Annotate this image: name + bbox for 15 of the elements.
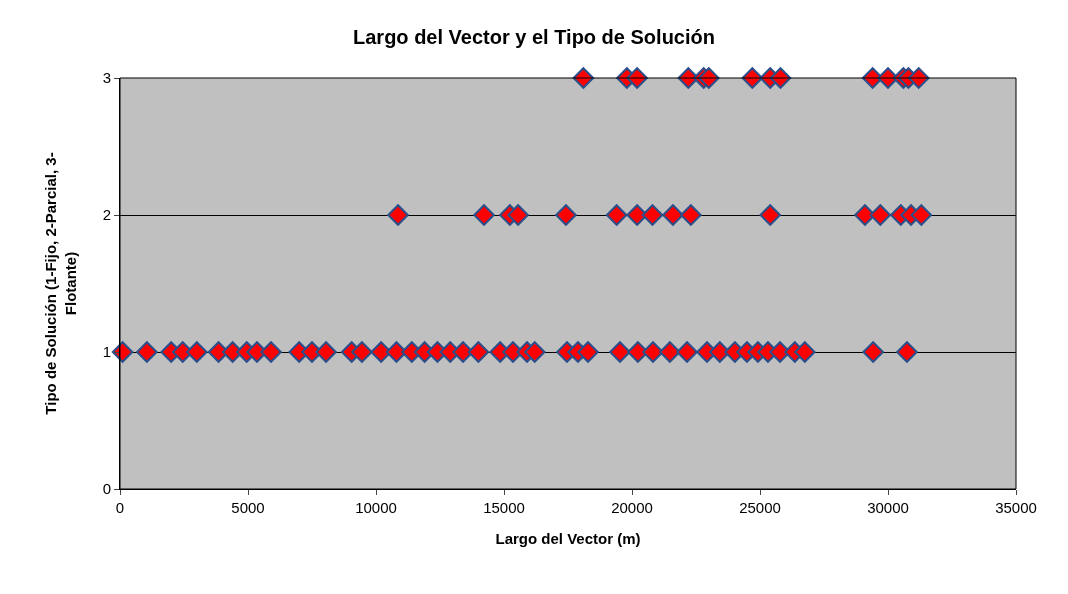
x-tick-label: 10000 xyxy=(355,499,397,516)
y-tick-label: 2 xyxy=(102,206,111,224)
y-tick-label: 1 xyxy=(102,343,111,361)
y-axis-title: Tipo de Solución (1-Fijo, 2-Parcial, 3- Flotante) xyxy=(42,152,79,415)
x-tick-label: 30000 xyxy=(867,499,909,516)
x-tick-label: 35000 xyxy=(995,499,1037,516)
x-tick-label: 20000 xyxy=(611,499,653,516)
x-tick-label: 25000 xyxy=(739,499,781,516)
x-tick-label: 0 xyxy=(115,499,125,516)
x-axis-title: Largo del Vector (m) xyxy=(495,530,641,547)
y-tick-label: 3 xyxy=(102,69,111,87)
x-tick-label: 15000 xyxy=(483,499,525,516)
x-tick-label: 5000 xyxy=(231,499,265,516)
y-tick-label: 0 xyxy=(102,480,111,498)
chart-title: Largo del Vector y el Tipo de Solución xyxy=(353,25,715,48)
